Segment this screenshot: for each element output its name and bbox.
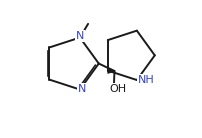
Text: NH: NH xyxy=(137,75,154,85)
Text: N: N xyxy=(77,84,85,94)
Text: OH: OH xyxy=(109,83,126,94)
Text: N: N xyxy=(75,31,84,41)
